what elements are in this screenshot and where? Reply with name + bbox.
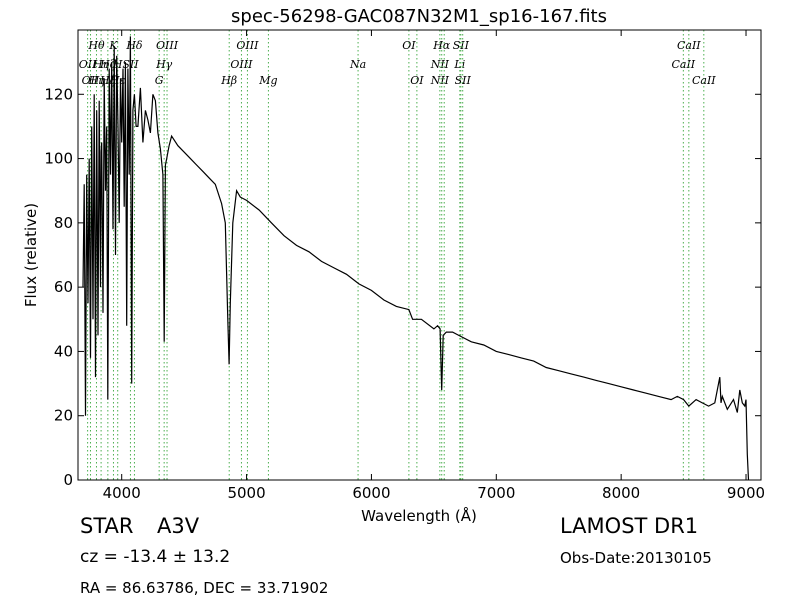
line-marker-label: CaII — [677, 39, 701, 52]
x-axis-label: Wavelength (Å) — [361, 506, 477, 525]
line-marker-label: Mg — [258, 74, 277, 87]
line-marker-label: Na — [349, 58, 366, 71]
redshift-readout: cz = -13.4 ± 13.2 — [80, 547, 231, 567]
line-marker-label: CaII — [692, 74, 716, 87]
line-marker-label: Hη — [87, 74, 105, 87]
line-marker-label: Hα — [432, 39, 451, 52]
y-tick-label: 80 — [54, 214, 73, 232]
line-marker-label: Hβ — [220, 74, 237, 87]
y-tick-label: 120 — [44, 85, 73, 103]
plot-frame — [77, 29, 762, 481]
y-tick-label: 60 — [54, 278, 73, 296]
line-marker-label: Hη — [92, 58, 110, 71]
spectrum-line — [82, 36, 750, 481]
x-tick-label: 4000 — [103, 484, 141, 502]
survey-label: LAMOST DR1 — [560, 514, 699, 538]
x-tick-label: 8000 — [602, 484, 640, 502]
line-marker-label: OIII — [230, 58, 253, 71]
line-marker-label: K — [108, 39, 118, 52]
x-tick-label: 6000 — [352, 484, 390, 502]
line-marker-label: NII — [430, 74, 450, 87]
chart-title: spec-56298-GAC087N32M1_sp16-167.fits — [231, 6, 607, 27]
observation-date: Obs-Date:20130105 — [560, 549, 712, 567]
line-marker-label: OI — [402, 39, 416, 52]
line-marker-label: OII — [82, 74, 100, 87]
y-axis-label: Flux (relative) — [22, 203, 40, 307]
object-class: STAR — [80, 514, 134, 538]
line-marker-label: Hγ — [155, 58, 173, 71]
line-marker-label: OII — [79, 58, 97, 71]
y-tick-label: 0 — [63, 471, 73, 489]
line-marker-label: G — [155, 74, 164, 87]
coordinates-readout: RA = 86.63786, DEC = 33.71902 — [80, 579, 329, 597]
line-marker-label: CaII — [671, 58, 695, 71]
line-marker-label: Hθ — [87, 39, 105, 52]
x-tick-label: 5000 — [227, 484, 265, 502]
line-marker-label: OIII — [236, 39, 259, 52]
y-tick-label: 100 — [44, 150, 73, 168]
x-tick-label: 7000 — [477, 484, 515, 502]
line-marker-label: Li — [453, 58, 465, 71]
x-tick-label: 9000 — [727, 484, 765, 502]
y-ticks: 0 20 40 60 80 100 120 — [44, 85, 761, 489]
line-marker-label: SII — [453, 39, 470, 52]
x-ticks: 4000 5000 6000 7000 8000 9000 — [103, 30, 765, 502]
line-markers: OIIOIIHθHηHηHζHζKHHεHδSIIGHγOIIIHβOIIIOI… — [79, 30, 716, 480]
line-marker-label: NII — [430, 58, 450, 71]
line-marker-label: Hδ — [125, 39, 143, 52]
y-tick-label: 20 — [54, 407, 73, 425]
y-tick-label: 40 — [54, 342, 73, 360]
line-marker-label: OI — [410, 74, 424, 87]
object-subclass: A3V — [157, 514, 200, 538]
line-marker-label: SII — [455, 74, 472, 87]
line-marker-label: OIII — [156, 39, 179, 52]
